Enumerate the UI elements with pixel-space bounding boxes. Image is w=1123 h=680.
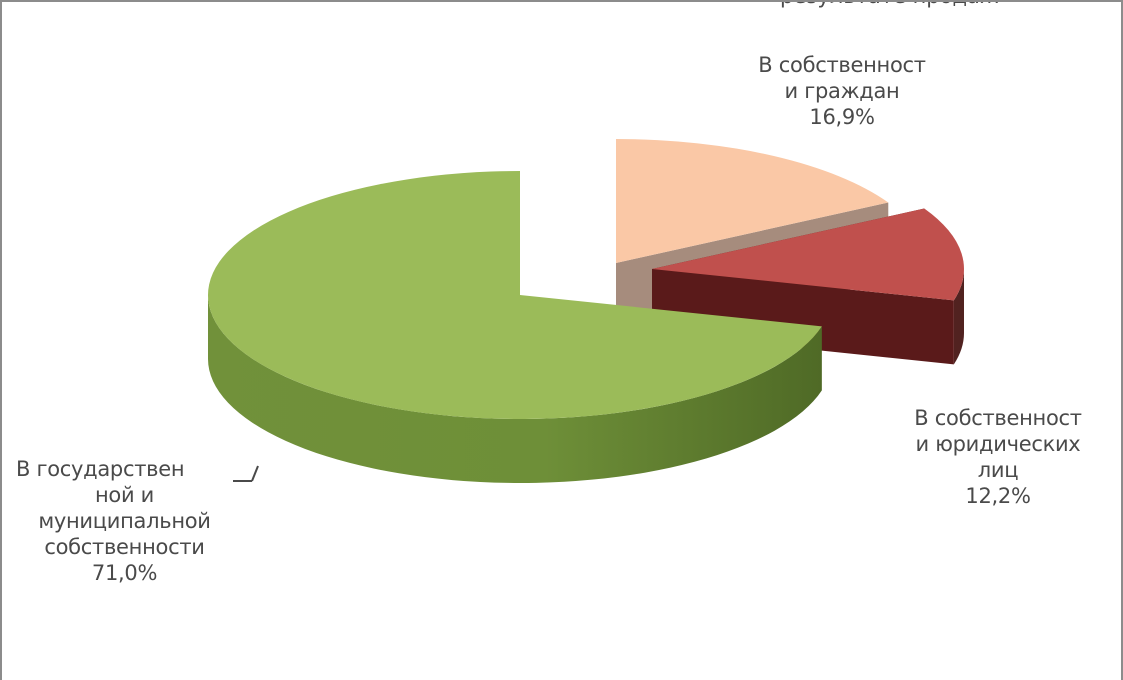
pie-slice-top <box>208 171 822 419</box>
leader-line <box>251 465 259 482</box>
slice-value-label: 16,9% <box>809 105 875 129</box>
slice-label-line: лиц <box>977 458 1019 482</box>
slice-label-line: и граждан <box>784 79 900 103</box>
pie-slice-side <box>953 269 964 365</box>
slice-label-line: В собственност <box>758 53 926 77</box>
slice-label-legal-entities: В собственност и юридических лиц 12,2% <box>878 405 1118 509</box>
pie-slice <box>652 208 964 365</box>
pie-slice-top <box>652 208 964 301</box>
slice-label-line: собственности <box>44 535 205 559</box>
pie-slice-side <box>208 295 822 484</box>
slice-label-citizens: В собственност и граждан 16,9% <box>712 52 972 130</box>
pie-slice-top <box>616 139 889 263</box>
pie-slice <box>208 171 822 484</box>
slice-label-state-municipal: В государствен ной и муниципальной собст… <box>12 456 237 586</box>
slice-label-line: и юридических <box>915 432 1081 456</box>
slice-label-line: В государствен <box>16 457 185 481</box>
slice-value-label: 12,2% <box>965 484 1031 508</box>
clipped-caption-text: результате продаж <box>780 0 999 8</box>
slice-label-line: В собственност <box>914 406 1082 430</box>
slice-label-line: муниципальной <box>38 509 211 533</box>
slice-value-label: 71,0% <box>91 561 158 585</box>
slice-label-line: ной и <box>94 483 155 507</box>
